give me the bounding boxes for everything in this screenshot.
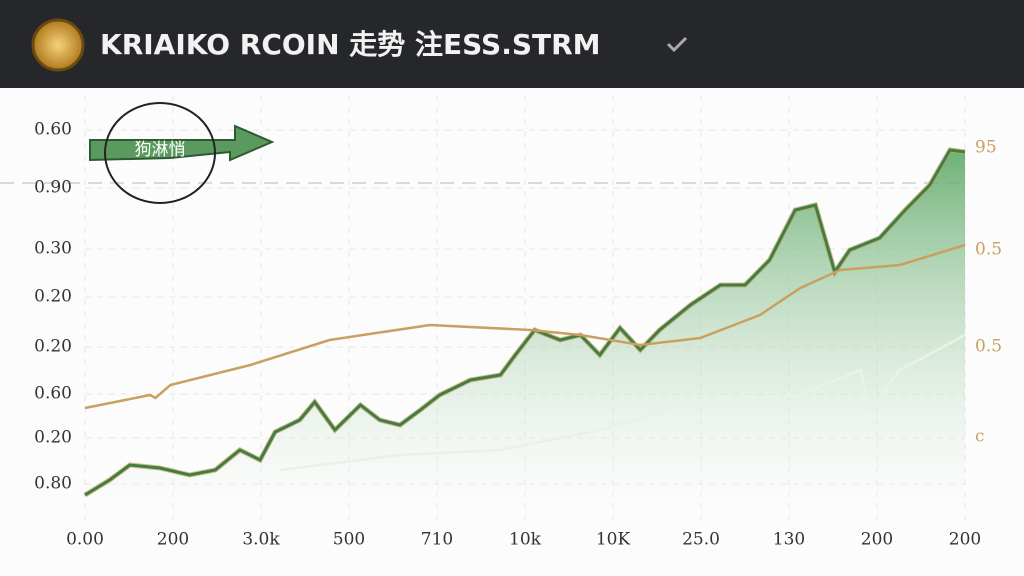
x-tick-label: 0.00 [66,530,104,550]
y2-tick-label: 0.5 [975,240,1002,260]
annotation-arrow [89,124,275,162]
x-tick-label: 200 [861,530,893,550]
line [84,148,966,497]
x-tick-label: 500 [333,530,365,550]
x-tick-label: 710 [421,530,453,550]
y-tick-label: 0.30 [34,239,72,259]
y-tick-label: 0.20 [34,287,72,307]
x-tick-label: 200 [157,530,189,550]
y-tick-label: 0.60 [34,120,72,140]
y-tick-label: 0.90 [34,178,72,198]
header-title: KRIAIKO RCOIN 走势 注ESS.STRM [100,28,601,61]
line [84,243,966,410]
y2-tick-label: 0.5 [975,337,1002,357]
x-tick-label: 10K [596,530,631,550]
y-tick-label: 0.20 [34,337,72,357]
x-tick-label: 25.0 [682,530,720,550]
line [280,333,966,472]
coin-icon [31,18,85,72]
plot: 0.60 0.90 0.30 0.20 0.20 0.60 0.20 0.80 0.00 200 3… [34,95,1002,550]
x-tick-label: 10k [509,530,542,550]
annotation-text: 狗淋悄 [135,140,186,160]
x-tick-label: 3.0k [242,530,280,550]
annotation-circle [104,102,216,204]
y2-tick-label: 95 [975,138,997,158]
x-tick-label: 200 [949,530,981,550]
area [85,150,965,520]
y2-tick-label: c [975,427,985,447]
y-tick-label: 0.60 [34,384,72,404]
check-icon[interactable] [666,36,688,53]
x-tick-label: 130 [773,530,805,550]
header-bar [0,0,1024,88]
y-tick-label: 0.80 [34,474,72,494]
y-tick-label: 0.20 [34,428,72,448]
